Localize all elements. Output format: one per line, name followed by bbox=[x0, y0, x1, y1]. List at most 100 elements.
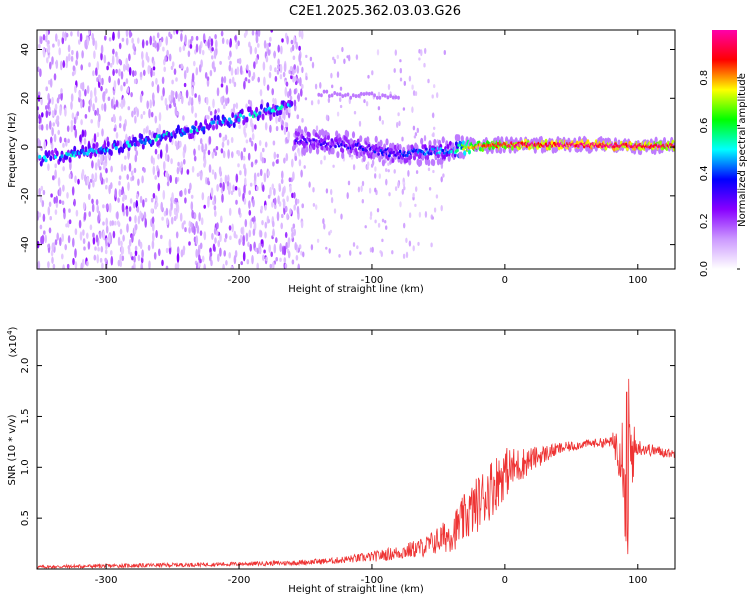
spectrogram-cell bbox=[112, 68, 115, 77]
spectrogram-cell bbox=[258, 248, 262, 253]
spectrogram-cell bbox=[159, 149, 163, 159]
spectrogram-cell bbox=[101, 262, 104, 269]
spectrogram-cell bbox=[109, 62, 113, 68]
spectrogram-cell bbox=[179, 212, 183, 222]
spectrogram-cell bbox=[64, 107, 67, 117]
spectrogram-cell bbox=[251, 30, 255, 36]
spectrogram-cell bbox=[270, 251, 274, 258]
spectrogram-cell bbox=[261, 219, 264, 226]
spectrogram-cell bbox=[204, 72, 208, 79]
spectrogram-cell bbox=[294, 242, 298, 251]
spectrogram-cell bbox=[228, 225, 232, 231]
spectrogram-cell bbox=[659, 140, 663, 146]
spectrogram-cell bbox=[211, 61, 215, 69]
spectrogram-cell bbox=[391, 95, 395, 100]
spectrogram-cell bbox=[333, 91, 337, 95]
spectrogram-cell bbox=[134, 106, 138, 112]
spectrogram-cell bbox=[264, 107, 268, 112]
spectrogram-cell bbox=[499, 147, 503, 154]
spectrogram-cell bbox=[224, 233, 228, 240]
spectrogram-cell bbox=[62, 31, 65, 39]
spectrogram-cell bbox=[325, 145, 329, 151]
spectrogram-cell bbox=[39, 68, 42, 77]
spectrogram-cell bbox=[222, 150, 226, 159]
spectrogram-cell bbox=[248, 229, 252, 238]
spectrogram-cell bbox=[47, 40, 50, 45]
spectrogram-cell bbox=[288, 88, 292, 97]
spectrogram-cell bbox=[191, 104, 194, 114]
y-tick-label: 2.0 bbox=[20, 358, 31, 374]
spectrogram-cell bbox=[68, 208, 71, 213]
spectrogram-cell bbox=[276, 153, 280, 159]
spectrogram-cell bbox=[141, 59, 145, 68]
spectrogram-cell bbox=[331, 147, 335, 155]
spectrogram-cell bbox=[123, 63, 126, 72]
spectrogram-cell bbox=[80, 98, 83, 109]
spectrogram-cell bbox=[226, 180, 230, 187]
spectrogram-cell bbox=[432, 159, 436, 167]
spectrogram-cell bbox=[154, 204, 157, 210]
snr-x-label: Height of straight line (km) bbox=[288, 584, 424, 595]
spectrogram-cell bbox=[189, 182, 192, 191]
spectrogram-cell bbox=[216, 184, 219, 192]
spectrogram-cell bbox=[86, 260, 89, 267]
spectrogram-cell bbox=[295, 254, 299, 261]
spectrogram-cell bbox=[156, 32, 160, 39]
spectrogram-cell bbox=[332, 56, 335, 61]
spectrogram-cell bbox=[65, 223, 68, 228]
spectrogram-cell bbox=[440, 176, 443, 183]
spectrogram-cell bbox=[151, 216, 155, 224]
spectrogram-cell bbox=[61, 200, 65, 206]
spectrogram-cell bbox=[125, 78, 129, 85]
spectrogram-cell bbox=[291, 158, 294, 168]
spectrogram-cell bbox=[137, 254, 141, 262]
spectrogram-cell bbox=[230, 265, 234, 269]
spectrogram-cell bbox=[255, 185, 259, 192]
spectrogram-cell bbox=[231, 76, 235, 84]
spectrogram-cell bbox=[255, 106, 259, 113]
spectrogram-cell bbox=[275, 159, 279, 164]
spectrogram-cell bbox=[140, 256, 144, 264]
spectrogram-cell bbox=[90, 89, 93, 100]
spectrogram-cell bbox=[272, 103, 275, 108]
spectrogram-cell bbox=[328, 248, 331, 254]
spectrogram-cell bbox=[402, 181, 405, 185]
spectrogram-cell bbox=[100, 85, 103, 92]
spectrogram-cell bbox=[325, 246, 328, 250]
spectrogram-cell bbox=[248, 200, 251, 209]
spectrogram-cell bbox=[296, 131, 300, 137]
spectrogram-cell bbox=[277, 64, 280, 70]
spectrogram-cell bbox=[401, 188, 404, 195]
spectrogram-cell bbox=[269, 113, 272, 122]
spectrogram-cell bbox=[131, 233, 134, 243]
spectrogram-cell bbox=[100, 44, 104, 54]
spectrogram-cell bbox=[88, 105, 91, 113]
spectrogram-cell bbox=[216, 114, 220, 121]
spectrogram-cell bbox=[194, 112, 198, 118]
spectrogram-cell bbox=[436, 158, 440, 166]
spectrogram-cell bbox=[279, 257, 282, 263]
spectrogram-cell bbox=[126, 63, 130, 72]
spectrogram-cell bbox=[52, 263, 56, 269]
spectrogram-cell bbox=[364, 225, 367, 229]
spectrogram-cell bbox=[178, 46, 182, 53]
spectrogram-cell bbox=[117, 259, 121, 267]
spectrogram-cell bbox=[216, 222, 219, 230]
spectrogram-cell bbox=[141, 249, 144, 259]
spectrogram-cell bbox=[341, 148, 345, 154]
snr-background bbox=[37, 330, 675, 569]
spectrogram-cell bbox=[378, 115, 382, 122]
spectrogram-cell bbox=[157, 153, 160, 160]
spectrogram-cell bbox=[92, 37, 95, 46]
spectrogram-cell bbox=[148, 260, 151, 269]
spectrogram-cell bbox=[38, 187, 41, 197]
spectrogram-cell bbox=[212, 124, 215, 131]
spectrogram-cell bbox=[350, 147, 354, 151]
spectrogram-cell bbox=[104, 249, 108, 255]
spectrogram-cell bbox=[320, 93, 323, 98]
spectrogram-cell bbox=[323, 155, 326, 161]
spectrogram-cell bbox=[274, 67, 277, 73]
spectrogram-cell bbox=[423, 135, 427, 142]
colorbar-tick-label: 0.8 bbox=[699, 70, 710, 86]
spectrogram-cell bbox=[432, 132, 435, 138]
